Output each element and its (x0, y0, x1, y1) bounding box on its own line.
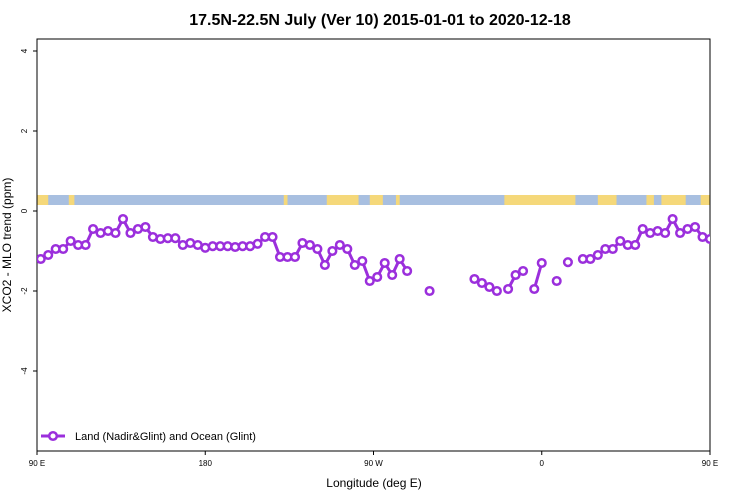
data-point (562, 257, 573, 268)
legend-label: Land (Nadir&Glint) and Ocean (Glint) (75, 431, 256, 443)
data-point (125, 227, 136, 239)
y-tick-label: -2 (20, 287, 29, 295)
y-axis: 4 2 0 -2 -4 (20, 48, 37, 375)
data-point (110, 227, 121, 239)
data-point (65, 235, 76, 247)
x-tick-label: 180 (199, 459, 213, 468)
data-point (615, 235, 626, 247)
y-tick-label: -4 (20, 367, 29, 375)
legend: Land (Nadir&Glint) and Ocean (Glint) (41, 430, 256, 443)
data-point (387, 269, 398, 281)
land-segment (661, 195, 686, 205)
x-tick-label: 90 E (702, 459, 718, 468)
data-point (660, 227, 671, 239)
data-point (491, 285, 502, 297)
data-point (349, 259, 360, 271)
x-axis: 90 E 180 90 W 0 90 E (29, 451, 718, 468)
data-point (334, 239, 345, 251)
land-segment (326, 195, 359, 205)
data-point (37, 253, 46, 265)
data-point (88, 223, 99, 235)
legend-marker (47, 430, 59, 442)
data-point (689, 221, 701, 233)
data-point (379, 257, 390, 269)
land-segment (504, 195, 576, 205)
data-point (267, 231, 278, 243)
data-point (637, 223, 648, 235)
land-ocean-strip (37, 195, 710, 205)
data-point (469, 273, 480, 285)
data-point (704, 233, 710, 245)
data-point (529, 283, 540, 295)
data-point (476, 277, 487, 289)
data-point (551, 275, 562, 287)
land-segment (68, 195, 75, 205)
data-point (536, 257, 547, 269)
data-point (675, 227, 686, 239)
plot-frame (36, 38, 711, 452)
land-segment (597, 195, 617, 205)
chart-title: 17.5N-22.5N July (Ver 10) 2015-01-01 to … (189, 12, 571, 29)
data-point (424, 285, 435, 297)
data-point (372, 271, 383, 283)
land-segment (395, 195, 400, 205)
data-point (252, 238, 263, 249)
y-tick-label: 2 (20, 128, 29, 133)
x-tick-label: 0 (540, 459, 545, 468)
land-segment (37, 195, 49, 205)
data-point (43, 249, 54, 261)
y-tick-label: 4 (20, 48, 29, 53)
data-point (585, 253, 596, 265)
data-point (327, 245, 338, 257)
data-point (289, 251, 301, 263)
data-point (140, 221, 151, 233)
data-point (357, 255, 368, 267)
data-point (592, 249, 603, 261)
x-axis-label: Longitude (deg E) (326, 476, 421, 490)
x-tick-label: 90 W (364, 459, 383, 468)
data-point (342, 243, 353, 255)
data-point (714, 234, 722, 242)
data-point (319, 259, 330, 271)
land-segment (369, 195, 383, 205)
data-point (304, 239, 315, 251)
data-point (503, 283, 514, 295)
data-point (667, 213, 678, 225)
data-point (394, 253, 405, 265)
data-point (484, 281, 495, 293)
data-point (58, 243, 69, 255)
data-point (80, 239, 91, 251)
data-point (312, 243, 323, 255)
data-point (518, 265, 529, 277)
series-group (37, 213, 722, 297)
data-point (402, 265, 413, 277)
data-point (510, 269, 521, 281)
data-point (170, 233, 181, 244)
land-segment (700, 195, 710, 205)
data-point (630, 239, 641, 251)
data-point (364, 275, 375, 287)
land-segment (283, 195, 288, 205)
y-axis-label: XCO2 - MLO trend (ppm) (0, 178, 14, 313)
data-point (117, 213, 129, 225)
y-tick-label: 0 (20, 208, 29, 213)
data-point (607, 243, 618, 255)
land-segment (646, 195, 654, 205)
x-tick-label: 90 E (29, 459, 45, 468)
